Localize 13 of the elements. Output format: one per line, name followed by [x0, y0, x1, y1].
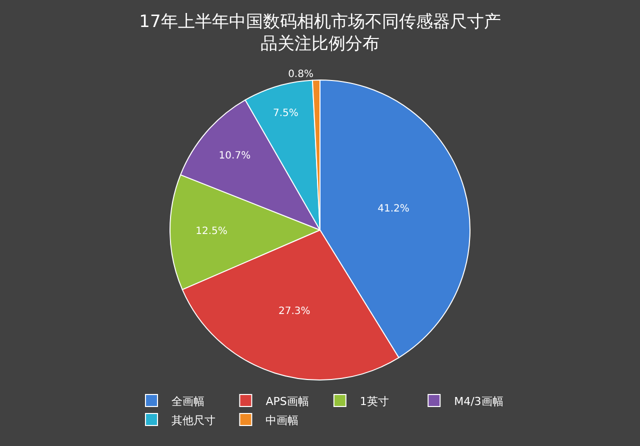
data-label: 7.5% — [273, 108, 298, 119]
legend-label: APS画幅 — [266, 394, 309, 408]
data-label: 27.3% — [278, 306, 310, 317]
legend-label: 1英寸 — [360, 394, 389, 408]
legend-label: 其他尺寸 — [172, 414, 216, 427]
legend-label: 中画幅 — [266, 414, 299, 427]
data-label: 0.8% — [288, 69, 314, 80]
legend-label: M4/3画幅 — [454, 394, 504, 408]
data-label: 41.2% — [378, 204, 410, 215]
data-label: 12.5% — [196, 226, 228, 238]
data-label: 10.7% — [218, 150, 251, 162]
legend-label: 全画幅 — [172, 394, 204, 408]
chart-title: 17年上半年中国数码相机市场不同传感器尺寸产品关注比例分布 — [139, 12, 501, 54]
